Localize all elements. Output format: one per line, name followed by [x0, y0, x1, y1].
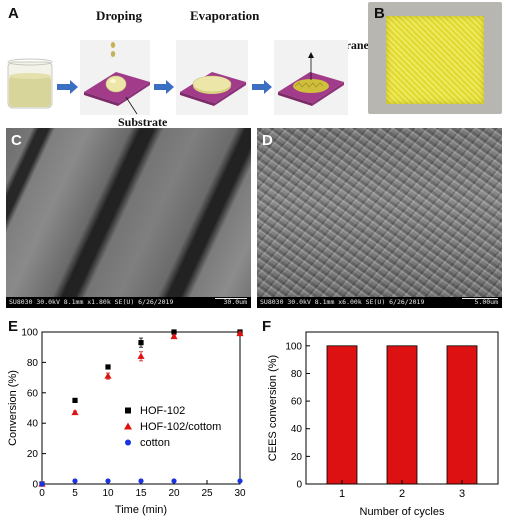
data-point	[170, 332, 178, 340]
data-point	[236, 329, 244, 337]
data-point	[105, 478, 111, 484]
x-tick-label: 15	[135, 488, 147, 499]
panel-label-c: C	[11, 132, 22, 149]
panel-label-e: E	[8, 318, 19, 335]
x-tick-label: 10	[102, 488, 114, 499]
cycle-conversion-chart: 0 20 40 60 80 100 1 2 3 Number of cycles CEES conv…	[267, 331, 499, 518]
scale-bar-label: 5.00um	[474, 298, 498, 306]
x-tick-label: 30	[234, 488, 246, 499]
arrow-icon	[154, 80, 174, 94]
data-point	[39, 481, 45, 487]
panel-label-b: B	[374, 5, 385, 22]
step-label-evaporation: Evaporation	[190, 8, 260, 23]
data-point	[171, 478, 177, 484]
data-point	[104, 372, 112, 379]
y-tick-label: 40	[27, 419, 39, 430]
bar	[446, 345, 478, 485]
y-axis-label: CEES conversion (%)	[267, 355, 279, 461]
panel-label-a: A	[8, 5, 19, 22]
y-tick-label: 80	[291, 369, 303, 380]
beaker-icon	[7, 58, 53, 109]
data-point	[72, 397, 78, 403]
scale-bar	[215, 298, 247, 299]
y-tick-label: 100	[285, 341, 302, 352]
substrate-evaporation	[176, 40, 248, 115]
legend-entry: cotton	[140, 437, 170, 449]
data-point	[138, 478, 144, 484]
data-point	[171, 329, 177, 335]
scale-bar	[462, 298, 498, 299]
data-point	[138, 340, 144, 346]
panel-label-f: F	[262, 318, 272, 335]
y-tick-label: 40	[291, 424, 303, 435]
y-tick-label: 20	[291, 452, 303, 463]
x-tick-label: 20	[168, 488, 180, 499]
scale-bar-label: 30.0um	[223, 298, 247, 306]
x-tick-label: 3	[459, 488, 465, 500]
y-tick-label: 0	[296, 480, 302, 491]
x-axis-label: Time (min)	[115, 504, 167, 516]
arrow-icon	[57, 80, 78, 94]
data-point	[124, 422, 132, 430]
legend: HOF-102 HOF-102/cottom cotton	[124, 405, 221, 449]
substrate-with-droplet	[80, 40, 150, 115]
x-tick-label: 2	[399, 488, 405, 500]
bar	[326, 345, 358, 485]
series-cotton	[39, 478, 243, 487]
plot-area: 0 20 40 60 80 100 1 2 3 Number of cycles CEES conv…	[267, 331, 499, 518]
conversion-time-chart: 0 5 10 15 20 25 30 0 20 40 60 80 100 Time (min) Conver…	[7, 328, 246, 517]
y-tick-label: 100	[21, 328, 38, 339]
data-point	[72, 478, 78, 484]
x-tick-label: 1	[339, 488, 345, 500]
x-tick-label: 5	[72, 488, 78, 499]
y-tick-label: 0	[32, 480, 38, 491]
data-point	[237, 478, 243, 484]
y-tick-label: 60	[291, 397, 303, 408]
x-tick-label: 25	[201, 488, 213, 499]
y-tick-label: 80	[27, 358, 39, 369]
sem-image-high-magnification: SU8030 30.0kV 8.1mm x6.00k SE(U) 6/26/20…	[257, 128, 502, 308]
data-point	[137, 352, 145, 359]
x-axis-label: Number of cycles	[360, 506, 445, 518]
substrate-label: Substrate	[118, 115, 168, 129]
data-point	[105, 364, 111, 370]
sem-info-bar: SU8030 30.0kV 8.1mm x1.80k SE(U) 6/26/20…	[6, 297, 251, 308]
substrate-membrane	[274, 40, 348, 115]
data-point	[125, 439, 131, 446]
legend-entry: HOF-102/cottom	[140, 421, 221, 433]
bar	[386, 345, 418, 485]
step-label-droping: Droping	[96, 8, 142, 23]
plot-area: 0 5 10 15 20 25 30 0 20 40 60 80 100 Time (min) Conver…	[7, 328, 246, 517]
legend-entry: HOF-102	[140, 405, 185, 417]
panel-label-d: D	[262, 132, 273, 149]
x-tick-label: 0	[39, 488, 45, 499]
data-point	[125, 407, 131, 414]
fabrication-scheme	[7, 40, 348, 115]
sem-info-bar: SU8030 30.0kV 8.1mm x6.00k SE(U) 6/26/20…	[257, 297, 502, 308]
arrow-icon	[252, 80, 272, 94]
y-axis-label: Conversion (%)	[7, 370, 19, 446]
sem-image-low-magnification: SU8030 30.0kV 8.1mm x1.80k SE(U) 6/26/20…	[6, 128, 251, 308]
membrane-photo	[368, 2, 502, 114]
y-tick-label: 20	[27, 449, 39, 460]
data-point	[71, 408, 79, 416]
y-tick-label: 60	[27, 388, 39, 399]
